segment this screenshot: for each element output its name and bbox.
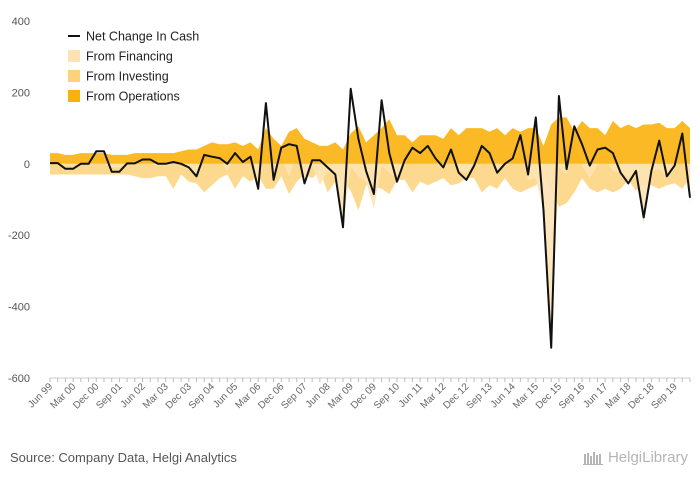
net-change-line-group [50, 87, 691, 349]
legend-swatch [68, 90, 80, 102]
x-tick-label: Sep 16 [557, 381, 587, 411]
x-tick-label: Sep 04 [187, 381, 217, 411]
x-tick-label: Sep 10 [372, 381, 402, 411]
x-tick-label: Sep 13 [464, 381, 494, 411]
y-axis: 400 200 0 -200 -400 -600 [8, 16, 30, 385]
area-from-financing [50, 131, 690, 343]
library-icon [582, 451, 603, 465]
legend-item-net-change-in-cash[interactable]: Net Change In Cash [68, 30, 199, 44]
legend: Net Change In Cash From Financing From Inv… [68, 30, 199, 104]
net-change-line [50, 87, 691, 349]
legend-item-from-operations[interactable]: From Operations [68, 90, 180, 104]
stacked-areas [50, 117, 690, 343]
legend-item-from-financing[interactable]: From Financing [68, 50, 173, 64]
legend-label: From Operations [86, 90, 180, 104]
area-from-operations [50, 117, 690, 164]
brand-logo: HelgiLibrary [582, 449, 688, 466]
y-tick-label: -400 [8, 302, 30, 314]
legend-item-from-investing[interactable]: From Investing [68, 70, 169, 84]
brand-name: HelgiLibrary [607, 449, 688, 466]
y-tick-label: 400 [12, 16, 30, 28]
legend-label: From Financing [86, 50, 173, 64]
legend-swatch [68, 50, 80, 62]
y-tick-label: -200 [8, 230, 30, 242]
y-tick-label: 0 [24, 159, 30, 171]
legend-label: From Investing [86, 70, 169, 84]
x-tick-label: Sep 01 [94, 381, 124, 411]
x-tick-label: Sep 07 [279, 381, 309, 411]
y-tick-label: 200 [12, 87, 30, 99]
legend-swatch [68, 70, 80, 82]
legend-label: Net Change In Cash [86, 30, 199, 44]
source-note: Source: Company Data, Helgi Analytics [10, 450, 237, 465]
y-tick-label: -600 [8, 373, 30, 385]
x-tick-label: Sep 19 [650, 381, 680, 411]
